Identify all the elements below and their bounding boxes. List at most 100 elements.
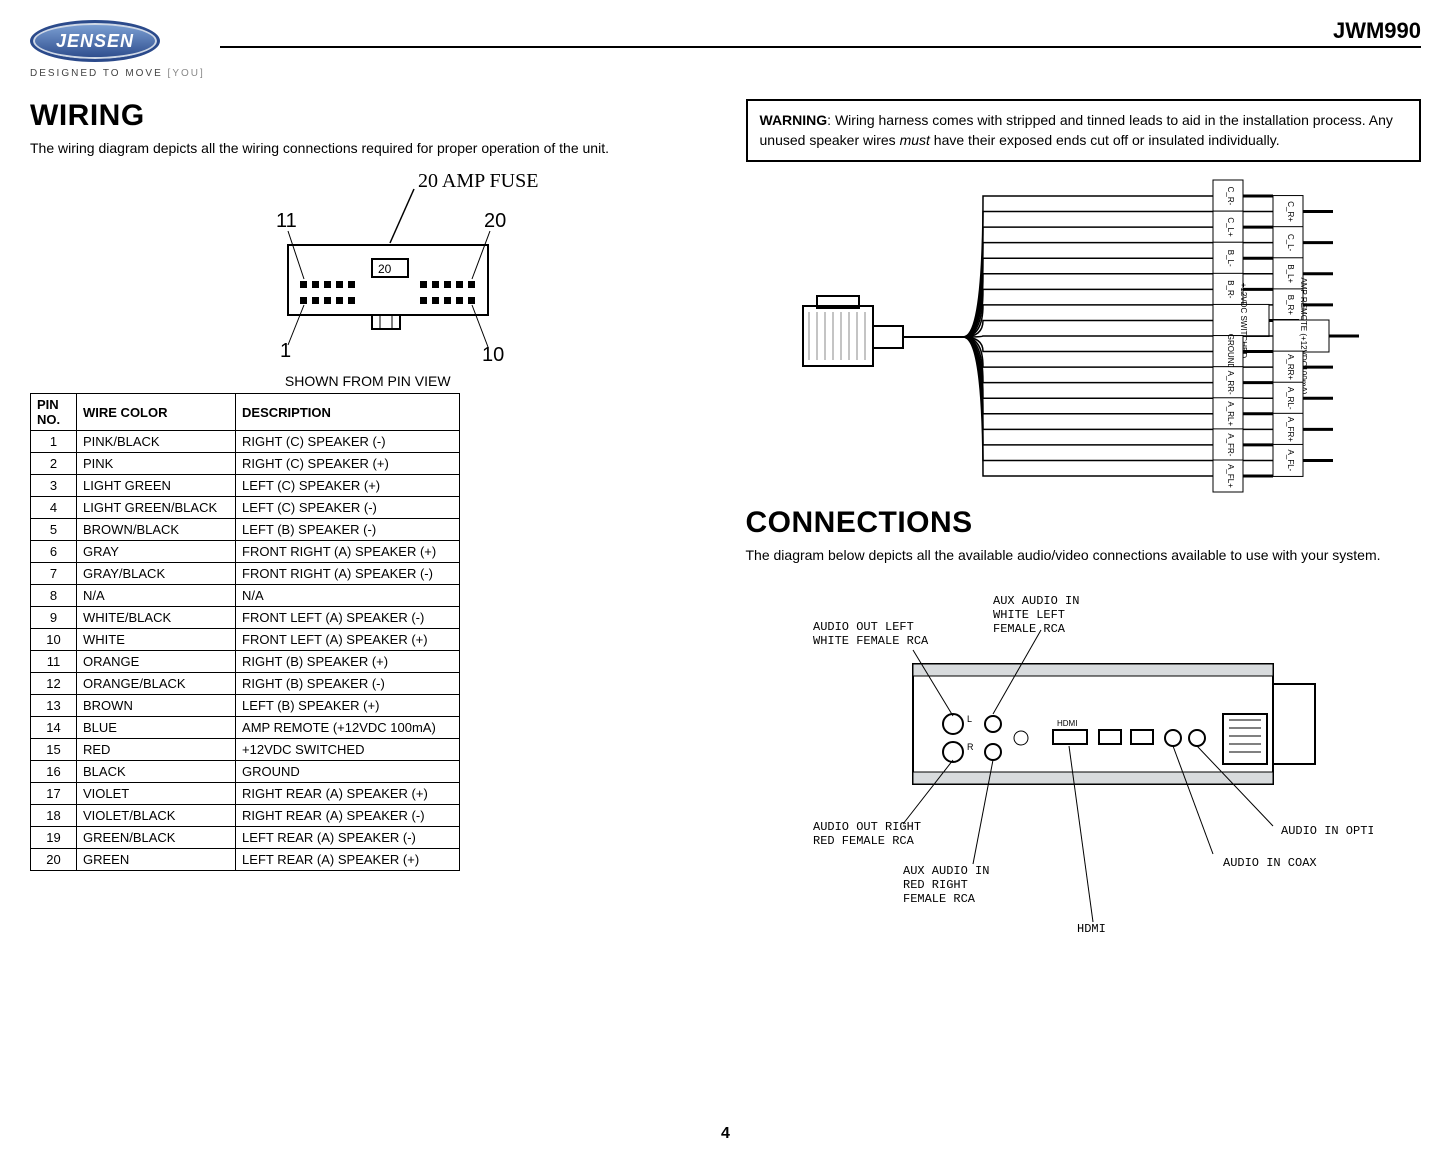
harness-flag-label: A_FR+	[1286, 417, 1295, 442]
cell-desc: FRONT RIGHT (A) SPEAKER (-)	[236, 563, 460, 585]
harness-flag-label: C_R+	[1286, 201, 1295, 222]
harness-svg: C_R-C_R+C_L+C_L-B_L-B_L+B_R-B_R++12VDC S…	[783, 176, 1383, 506]
cell-pin: 7	[31, 563, 77, 585]
cell-color: ORANGE	[77, 651, 236, 673]
table-row: 20GREENLEFT REAR (A) SPEAKER (+)	[31, 849, 460, 871]
harness-flag-label: A_RR-	[1226, 371, 1235, 395]
lbl-audio-out-left: AUDIO OUT LEFTWHITE FEMALE RCA	[813, 620, 929, 648]
cell-pin: 12	[31, 673, 77, 695]
harness-flag-label: B_L+	[1286, 265, 1295, 284]
harness-flag-label: A_FL+	[1226, 464, 1235, 488]
table-row: 5BROWN/BLACKLEFT (B) SPEAKER (-)	[31, 519, 460, 541]
cell-color: LIGHT GREEN/BLACK	[77, 497, 236, 519]
cell-color: GRAY/BLACK	[77, 563, 236, 585]
table-row: 13BROWNLEFT (B) SPEAKER (+)	[31, 695, 460, 717]
corner-tr: 20	[484, 210, 506, 232]
cell-pin: 2	[31, 453, 77, 475]
harness-flag-label: A_RR+	[1286, 354, 1295, 380]
cell-color: VIOLET	[77, 783, 236, 805]
harness-flag-label: GROUND	[1226, 334, 1235, 370]
cell-pin: 18	[31, 805, 77, 827]
cell-desc: LEFT (C) SPEAKER (-)	[236, 497, 460, 519]
cell-desc: FRONT LEFT (A) SPEAKER (+)	[236, 629, 460, 651]
harness-figure: C_R-C_R+C_L+C_L-B_L-B_L+B_R-B_R++12VDC S…	[746, 176, 1422, 506]
fuse-value: 20	[378, 262, 392, 276]
cell-desc: RIGHT REAR (A) SPEAKER (+)	[236, 783, 460, 805]
cell-pin: 11	[31, 651, 77, 673]
table-row: 3LIGHT GREENLEFT (C) SPEAKER (+)	[31, 475, 460, 497]
harness-flag-label: B_L-	[1226, 250, 1235, 267]
table-row: 4LIGHT GREEN/BLACKLEFT (C) SPEAKER (-)	[31, 497, 460, 519]
svg-text:R: R	[967, 742, 974, 752]
svg-text:HDMI: HDMI	[1057, 719, 1077, 728]
cell-pin: 19	[31, 827, 77, 849]
lbl-audio-in-optic: AUDIO IN OPTIC	[1281, 824, 1373, 838]
table-row: 6GRAYFRONT RIGHT (A) SPEAKER (+)	[31, 541, 460, 563]
harness-flag-label: A_FL-	[1286, 450, 1295, 472]
harness-flag-label: C_L-	[1286, 234, 1295, 252]
cell-pin: 14	[31, 717, 77, 739]
cell-desc: LEFT REAR (A) SPEAKER (+)	[236, 849, 460, 871]
table-row: 9WHITE/BLACKFRONT LEFT (A) SPEAKER (-)	[31, 607, 460, 629]
table-row: 14BLUEAMP REMOTE (+12VDC 100mA)	[31, 717, 460, 739]
wiring-heading: WIRING	[30, 99, 706, 133]
warning-label: WARNING	[760, 112, 828, 128]
fuse-label: 20 AMP FUSE	[418, 170, 538, 192]
table-row: 7GRAY/BLACKFRONT RIGHT (A) SPEAKER (-)	[31, 563, 460, 585]
cell-color: LIGHT GREEN	[77, 475, 236, 497]
cell-desc: LEFT (B) SPEAKER (-)	[236, 519, 460, 541]
table-row: 12ORANGE/BLACKRIGHT (B) SPEAKER (-)	[31, 673, 460, 695]
col-pin: PIN NO.	[31, 394, 77, 431]
cell-desc: RIGHT (B) SPEAKER (-)	[236, 673, 460, 695]
cell-desc: LEFT (B) SPEAKER (+)	[236, 695, 460, 717]
cell-color: BROWN/BLACK	[77, 519, 236, 541]
cell-color: PINK	[77, 453, 236, 475]
cell-desc: GROUND	[236, 761, 460, 783]
model-number: JWM990	[1333, 18, 1421, 46]
table-row: 2PINKRIGHT (C) SPEAKER (+)	[31, 453, 460, 475]
cell-desc: +12VDC SWITCHED	[236, 739, 460, 761]
connector-caption: SHOWN FROM PIN VIEW	[30, 373, 706, 389]
harness-flag-label: A_RL-	[1286, 387, 1295, 410]
table-header-row: PIN NO. WIRE COLOR DESCRIPTION	[31, 394, 460, 431]
lbl-aux-in-left: AUX AUDIO INWHITE LEFTFEMALE RCA	[993, 594, 1079, 636]
cell-color: WHITE/BLACK	[77, 607, 236, 629]
pin-table: PIN NO. WIRE COLOR DESCRIPTION 1PINK/BLA…	[30, 393, 460, 871]
cell-pin: 5	[31, 519, 77, 541]
model-rule: JWM990	[220, 20, 1421, 48]
corner-br: 10	[482, 344, 504, 366]
cell-color: VIOLET/BLACK	[77, 805, 236, 827]
lbl-hdmi: HDMI	[1077, 922, 1106, 934]
cell-color: N/A	[77, 585, 236, 607]
cell-pin: 3	[31, 475, 77, 497]
brand-logo: JENSEN	[30, 20, 160, 62]
cell-pin: 6	[31, 541, 77, 563]
warning-must: must	[900, 132, 930, 148]
harness-flag-label: B_R+	[1286, 295, 1295, 316]
cell-desc: LEFT (C) SPEAKER (+)	[236, 475, 460, 497]
cell-desc: RIGHT (C) SPEAKER (+)	[236, 453, 460, 475]
cell-desc: AMP REMOTE (+12VDC 100mA)	[236, 717, 460, 739]
table-row: 8N/AN/A	[31, 585, 460, 607]
cell-pin: 13	[31, 695, 77, 717]
cell-pin: 15	[31, 739, 77, 761]
connector-figure: 20 AMP FUSE 20 11 20 1	[30, 167, 706, 367]
table-row: 11ORANGERIGHT (B) SPEAKER (+)	[31, 651, 460, 673]
warning-box: WARNING: Wiring harness comes with strip…	[746, 99, 1422, 162]
connections-intro: The diagram below depicts all the availa…	[746, 546, 1422, 564]
cell-pin: 16	[31, 761, 77, 783]
table-row: 17VIOLETRIGHT REAR (A) SPEAKER (+)	[31, 783, 460, 805]
cell-color: GREEN	[77, 849, 236, 871]
harness-flag-label: C_R-	[1226, 187, 1235, 206]
cell-desc: FRONT LEFT (A) SPEAKER (-)	[236, 607, 460, 629]
table-row: 1PINK/BLACKRIGHT (C) SPEAKER (-)	[31, 431, 460, 453]
cell-desc: RIGHT (B) SPEAKER (+)	[236, 651, 460, 673]
harness-flag-label: B_R-	[1226, 280, 1235, 299]
col-desc: DESCRIPTION	[236, 394, 460, 431]
harness-flag-label: A_FR-	[1226, 434, 1235, 457]
table-row: 15RED+12VDC SWITCHED	[31, 739, 460, 761]
cell-pin: 1	[31, 431, 77, 453]
wiring-intro: The wiring diagram depicts all the wirin…	[30, 139, 706, 157]
brand-tagline: DESIGNED TO MOVE [YOU]	[30, 68, 210, 79]
cell-pin: 20	[31, 849, 77, 871]
